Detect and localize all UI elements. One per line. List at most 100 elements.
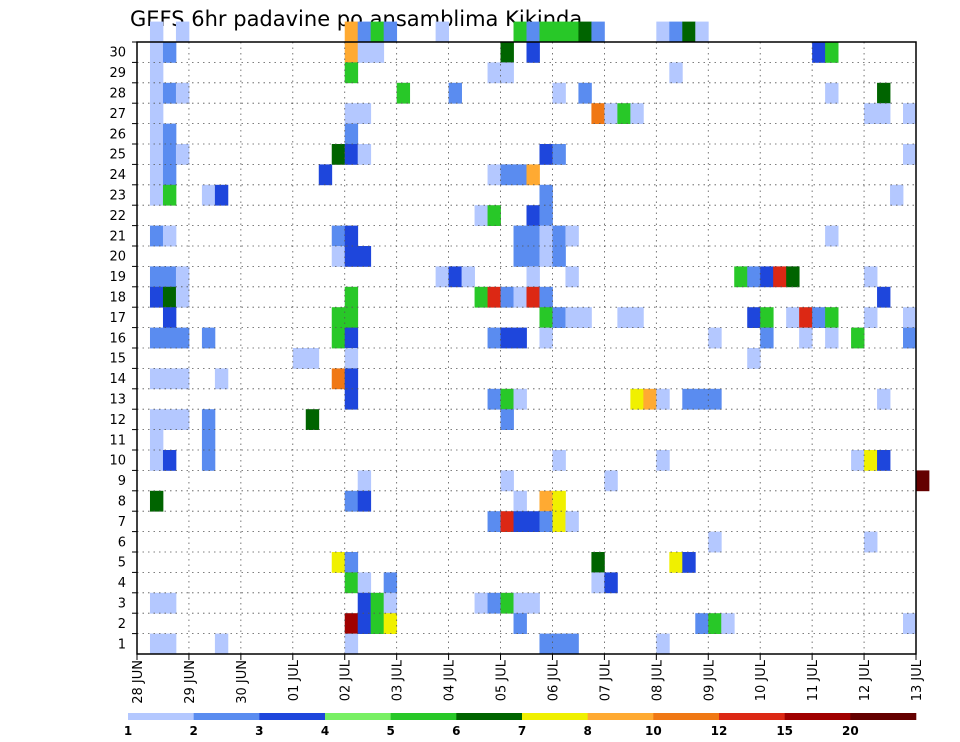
heatmap-cell	[539, 286, 553, 308]
x-tick-label: 09 JUL	[702, 659, 717, 701]
heatmap-cell	[149, 633, 164, 655]
heatmap-cell	[370, 613, 385, 634]
heatmap-cell	[500, 470, 514, 492]
heatmap-cell	[344, 307, 359, 328]
x-tick-label: 08 JUL	[650, 659, 665, 701]
heatmap-cell	[175, 409, 190, 430]
colorbar-segment	[587, 713, 654, 720]
heatmap-cell	[344, 368, 359, 390]
heatmap-cell	[487, 511, 501, 532]
heatmap-cell	[149, 42, 164, 63]
colorbar-segment	[325, 713, 391, 720]
heatmap-cell	[344, 123, 359, 145]
heatmap-cell	[383, 592, 398, 614]
heatmap-cell	[526, 42, 540, 63]
heatmap-cell	[344, 286, 359, 308]
heatmap-cell	[344, 613, 359, 634]
heatmap-cell	[513, 592, 527, 614]
heatmap-cell	[162, 144, 177, 165]
heatmap-cell	[214, 184, 229, 206]
heatmap-cell	[162, 409, 177, 430]
heatmap-cell	[487, 286, 501, 308]
heatmap-cell	[149, 450, 164, 471]
heatmap-cell	[344, 490, 359, 512]
colorbar-label: 6	[452, 724, 460, 738]
heatmap-cell	[539, 327, 553, 349]
heatmap-cell	[617, 103, 631, 124]
heatmap-cell	[162, 307, 177, 328]
heatmap-cell	[708, 327, 722, 349]
heatmap-cell	[487, 388, 501, 410]
heatmap-cell	[175, 327, 190, 349]
heatmap-cell	[825, 307, 839, 328]
heatmap-cell	[305, 348, 320, 369]
heatmap-cell	[513, 388, 527, 410]
heatmap-cell	[214, 633, 229, 655]
x-tick-label: 13 JUL	[910, 659, 925, 701]
x-tick-label: 05 JUL	[495, 659, 510, 701]
heatmap-cell	[526, 592, 540, 614]
heatmap-cell	[630, 388, 644, 410]
heatmap-cell	[175, 21, 190, 43]
heatmap-cell	[552, 633, 566, 655]
heatmap-cell	[552, 21, 566, 43]
heatmap-cell	[305, 409, 320, 430]
heatmap-cell	[162, 633, 177, 655]
heatmap-cell	[656, 21, 670, 43]
heatmap-cell	[149, 368, 164, 390]
heatmap-cell	[877, 388, 891, 410]
heatmap-cell	[292, 348, 307, 369]
heatmap-cell	[539, 633, 553, 655]
y-tick-label: 24	[109, 168, 126, 183]
heatmap-cell	[539, 144, 553, 165]
heatmap-cell	[149, 123, 164, 145]
y-tick-label: 25	[109, 148, 126, 163]
heatmap-cell	[500, 327, 514, 349]
heatmap-cell	[825, 82, 839, 104]
heatmap-cell	[201, 409, 216, 430]
heatmap-cell	[513, 327, 527, 349]
heatmap-cell	[591, 572, 605, 594]
heatmap-cell	[357, 103, 372, 124]
heatmap-cell	[149, 490, 164, 512]
heatmap-cell	[552, 490, 566, 512]
heatmap-cell	[916, 470, 930, 492]
heatmap-cell	[565, 225, 579, 247]
heatmap-cell	[149, 266, 164, 288]
y-tick-label: 21	[109, 229, 126, 244]
heatmap-cell	[149, 144, 164, 165]
heatmap-cell	[812, 42, 826, 63]
colorbar-label: 3	[255, 724, 263, 738]
heatmap-cell	[747, 348, 761, 369]
heatmap-cell	[344, 633, 359, 655]
heatmap-cell	[539, 225, 553, 247]
heatmap-cell	[799, 307, 813, 328]
heatmap-cell	[162, 164, 177, 186]
heatmap-cell	[149, 592, 164, 614]
colorbar-label: 5	[386, 724, 394, 738]
heatmap-cell	[695, 21, 709, 43]
heatmap-cell	[552, 307, 566, 328]
heatmap-cell	[669, 552, 683, 573]
heatmap-cell	[526, 266, 540, 288]
y-tick-label: 7	[118, 515, 126, 530]
heatmap-cell	[825, 42, 839, 63]
heatmap-cell	[162, 123, 177, 145]
y-tick-label: 23	[109, 189, 126, 204]
heatmap-cell	[500, 409, 514, 430]
y-tick-label: 15	[109, 352, 126, 367]
heatmap-cell	[539, 490, 553, 512]
colorbar-label: 20	[842, 724, 859, 738]
y-tick-label: 16	[109, 331, 126, 346]
heatmap-cell	[396, 82, 411, 104]
heatmap-cell	[721, 613, 735, 634]
colorbar-segment	[456, 713, 523, 720]
heatmap-cell	[539, 246, 553, 267]
x-tick-label: 29 JUN	[183, 660, 198, 704]
heatmap-cell	[552, 144, 566, 165]
y-tick-label: 14	[109, 372, 126, 387]
heatmap-cell	[578, 21, 592, 43]
y-tick-label: 17	[109, 311, 126, 326]
heatmap-cell	[526, 511, 540, 532]
y-tick-label: 5	[118, 556, 126, 571]
